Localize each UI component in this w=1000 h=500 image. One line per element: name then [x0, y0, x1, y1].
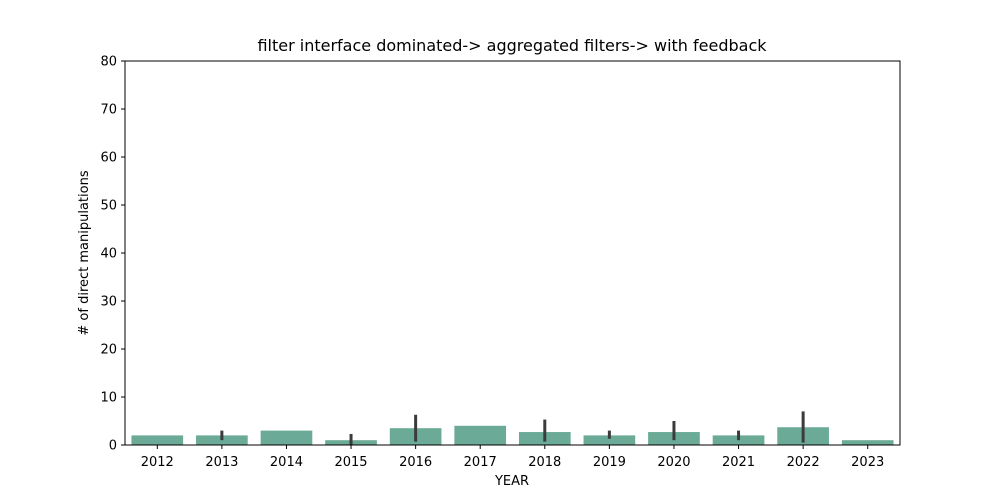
x-tick-label-2020: 2020	[657, 455, 690, 470]
chart-title: filter interface dominated-> aggregated …	[257, 36, 767, 55]
y-axis-label: # of direct manipulations	[77, 170, 92, 335]
axes-layer: 2012 2013 2014 2015 2016 2017 2018 2019 2020 2021…	[100, 55, 901, 470]
x-tick-label-2019: 2019	[593, 455, 626, 470]
x-tick-label-2016: 2016	[399, 455, 432, 470]
x-tick-label-2015: 2015	[334, 455, 367, 470]
y-tick-label-60: 60	[100, 151, 117, 166]
y-tick-label-10: 10	[100, 391, 117, 406]
x-tick-label-2021: 2021	[722, 455, 755, 470]
x-tick-label-2017: 2017	[464, 455, 497, 470]
y-tick-label-80: 80	[100, 55, 117, 70]
x-tick-label-2014: 2014	[270, 455, 303, 470]
bar-2012	[131, 435, 184, 445]
x-tick-label-2013: 2013	[205, 455, 238, 470]
x-tick-label-2012: 2012	[141, 455, 174, 470]
bar-2014	[260, 430, 313, 445]
bar-2019	[583, 435, 636, 445]
bar-2023	[841, 440, 894, 445]
y-tick-label-20: 20	[100, 343, 117, 358]
y-tick-label-70: 70	[100, 103, 117, 118]
y-tick-label-40: 40	[100, 247, 117, 262]
x-tick-label-2023: 2023	[851, 455, 884, 470]
y-tick-label-30: 30	[100, 295, 117, 310]
plot-frame	[124, 60, 901, 446]
x-tick-label-2022: 2022	[787, 455, 820, 470]
x-tick-label-2018: 2018	[528, 455, 561, 470]
bar-2017	[454, 425, 507, 445]
bars-layer	[131, 425, 894, 445]
x-axis-label: YEAR	[494, 474, 529, 489]
y-tick-label-50: 50	[100, 199, 117, 214]
error-bars-layer	[220, 411, 805, 445]
y-tick-label-0: 0	[109, 439, 117, 454]
